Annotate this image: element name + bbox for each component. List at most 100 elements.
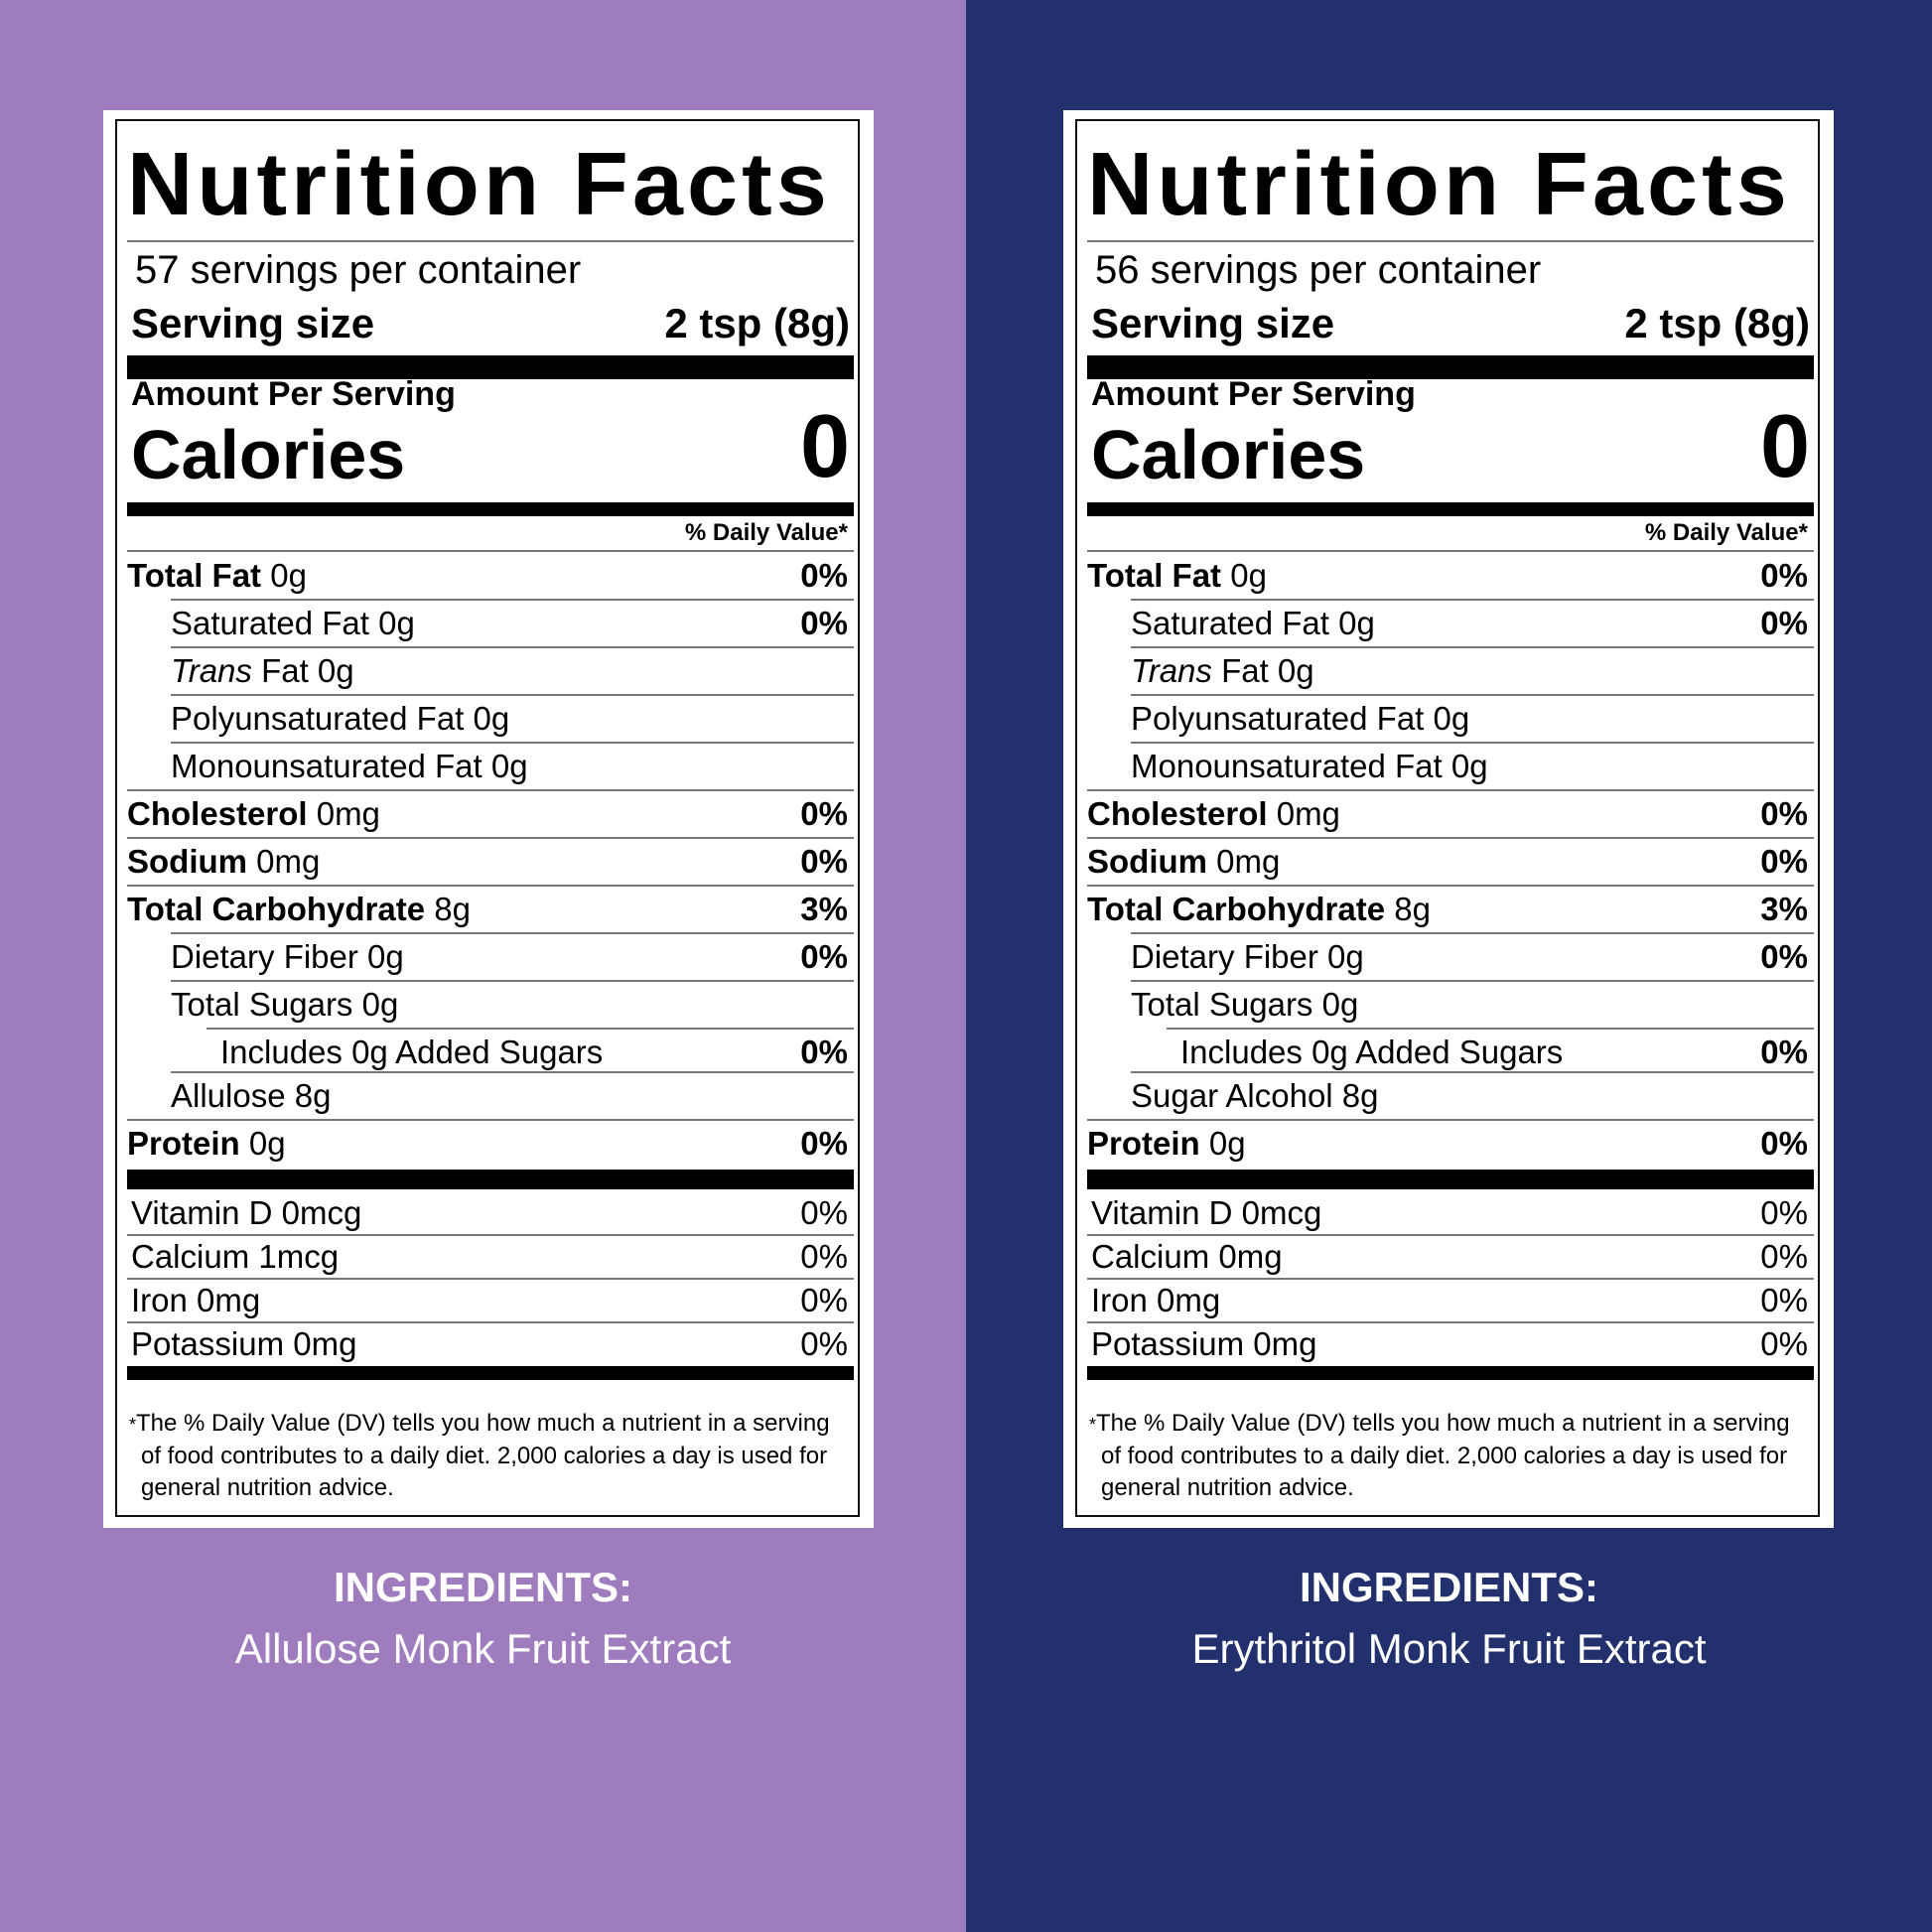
label-title: Nutrition Facts — [1087, 135, 1791, 234]
divider — [1087, 1119, 1814, 1121]
divider — [1087, 502, 1814, 516]
divider — [207, 1028, 854, 1030]
nutrient-percent: 3% — [1760, 891, 1808, 927]
nutrient-name: Total Sugars 0g — [127, 986, 398, 1023]
nutrient-name: Trans Fat 0g — [127, 652, 354, 689]
nutrient-name: Protein 0g — [127, 1125, 286, 1162]
nutrient-row: Trans Fat 0g — [1087, 647, 1814, 695]
nutrient-percent: 0% — [1760, 1034, 1808, 1070]
calories-label: Calories — [1091, 416, 1366, 493]
nutrient-name: Sodium 0mg — [127, 843, 320, 880]
divider — [1087, 1170, 1814, 1189]
divider — [127, 240, 854, 242]
ingredients-text: Allulose Monk Fruit Extract — [234, 1625, 732, 1672]
nutrient-bold-name: Protein — [1087, 1125, 1200, 1162]
divider — [127, 502, 854, 516]
divider — [127, 789, 854, 791]
nutrient-name: Sugar Alcohol 8g — [1087, 1077, 1379, 1114]
footnote: *The % Daily Value (DV) tells you how mu… — [1087, 1408, 1794, 1504]
vitamin-row: Calcium 1mcg 0% — [131, 1235, 854, 1279]
nutrient-bold-name: Protein — [127, 1125, 240, 1162]
nutrient-row: Total Sugars 0g — [127, 981, 854, 1029]
nutrient-row: Cholesterol 0mg 0% — [1087, 790, 1814, 838]
nutrient-name: Dietary Fiber 0g — [127, 938, 404, 975]
nutrient-amount: Dietary Fiber 0g — [1131, 938, 1364, 975]
nutrient-row: Dietary Fiber 0g 0% — [1087, 933, 1814, 981]
vitamin-name: Calcium 0mg — [1091, 1238, 1283, 1275]
vitamin-row: Iron 0mg 0% — [131, 1279, 854, 1322]
vitamin-percent: 0% — [800, 1282, 848, 1318]
nutrient-bold-name: Total Carbohydrate — [127, 891, 426, 927]
divider — [171, 980, 854, 982]
nutrient-row: Monounsaturated Fat 0g — [1087, 743, 1814, 790]
nutrient-amount: Allulose 8g — [171, 1077, 332, 1114]
divider — [1087, 789, 1814, 791]
nutrient-amount: Includes 0g Added Sugars — [1180, 1034, 1564, 1070]
nutrient-row: Dietary Fiber 0g 0% — [127, 933, 854, 981]
nutrient-name: Monounsaturated Fat 0g — [1087, 748, 1488, 784]
divider — [1087, 837, 1814, 839]
nutrient-row: Includes 0g Added Sugars 0% — [127, 1029, 854, 1076]
divider — [171, 599, 854, 601]
divider — [171, 1071, 854, 1073]
divider — [127, 1278, 854, 1280]
nutrient-italic: Trans — [1131, 652, 1212, 689]
divider — [127, 837, 854, 839]
nutrient-name: Cholesterol 0mg — [1087, 795, 1340, 832]
divider — [1131, 599, 1814, 601]
vitamin-name: Calcium 1mcg — [131, 1238, 340, 1275]
nutrient-amount: 0mg — [1267, 795, 1340, 832]
nutrient-bold-name: Total Fat — [127, 557, 262, 594]
nutrient-row: Sugar Alcohol 8g — [1087, 1072, 1814, 1120]
nutrient-percent: 0% — [1760, 1125, 1808, 1162]
vitamin-name: Potassium 0mg — [1091, 1325, 1317, 1362]
nutrient-amount: 8g — [425, 891, 471, 927]
nutrient-amount: Saturated Fat 0g — [171, 605, 415, 641]
serving-size-row: Serving size 2 tsp (8g) — [131, 300, 850, 347]
servings-per-container: 56 servings per container — [1095, 248, 1542, 292]
divider — [1087, 1321, 1814, 1323]
divider — [1087, 1278, 1814, 1280]
nutrient-italic: Trans — [171, 652, 252, 689]
nutrient-percent: 0% — [800, 557, 848, 594]
nutrient-row: Monounsaturated Fat 0g — [127, 743, 854, 790]
nutrient-amount: 0mg — [247, 843, 321, 880]
nutrient-bold-name: Cholesterol — [127, 795, 308, 832]
nutrient-percent: 0% — [1760, 843, 1808, 880]
nutrient-amount: Total Sugars 0g — [171, 986, 399, 1023]
vitamin-name: Iron 0mg — [131, 1282, 261, 1318]
divider — [1131, 646, 1814, 648]
divider — [127, 550, 854, 552]
vitamin-percent: 0% — [1760, 1282, 1808, 1318]
divider — [127, 1170, 854, 1189]
nutrient-percent: 0% — [800, 795, 848, 832]
calories-label: Calories — [131, 416, 406, 493]
right-panel: Nutrition Facts 56 servings per container… — [966, 0, 1932, 1932]
nutrient-row: Total Fat 0g 0% — [127, 552, 854, 600]
nutrient-amount: Monounsaturated Fat 0g — [1131, 748, 1488, 784]
divider — [127, 355, 854, 379]
nutrient-row: Total Sugars 0g — [1087, 981, 1814, 1029]
nutrient-name: Polyunsaturated Fat 0g — [127, 700, 509, 737]
nutrient-amount: Polyunsaturated Fat 0g — [1131, 700, 1470, 737]
divider — [127, 1321, 854, 1323]
divider — [1131, 932, 1814, 934]
daily-value-header: % Daily Value* — [1644, 519, 1808, 546]
nutrient-name: Protein 0g — [1087, 1125, 1246, 1162]
footnote-text: The % Daily Value (DV) tells you how muc… — [136, 1410, 830, 1501]
nutrient-amount: 0g — [1221, 557, 1267, 594]
nutrient-name: Total Sugars 0g — [1087, 986, 1358, 1023]
divider — [127, 1234, 854, 1236]
footnote: *The % Daily Value (DV) tells you how mu… — [127, 1408, 834, 1504]
serving-size-value: 2 tsp (8g) — [664, 300, 850, 346]
nutrient-bold-name: Sodium — [1087, 843, 1207, 880]
nutrient-name: Includes 0g Added Sugars — [127, 1034, 603, 1070]
divider — [127, 1119, 854, 1121]
divider — [171, 646, 854, 648]
vitamin-row: Potassium 0mg 0% — [1091, 1322, 1814, 1366]
nutrient-percent: 0% — [800, 1034, 848, 1070]
nutrient-name: Allulose 8g — [127, 1077, 331, 1114]
nutrient-name: Monounsaturated Fat 0g — [127, 748, 528, 784]
vitamin-name: Vitamin D 0mcg — [1091, 1194, 1322, 1231]
divider — [1131, 694, 1814, 696]
